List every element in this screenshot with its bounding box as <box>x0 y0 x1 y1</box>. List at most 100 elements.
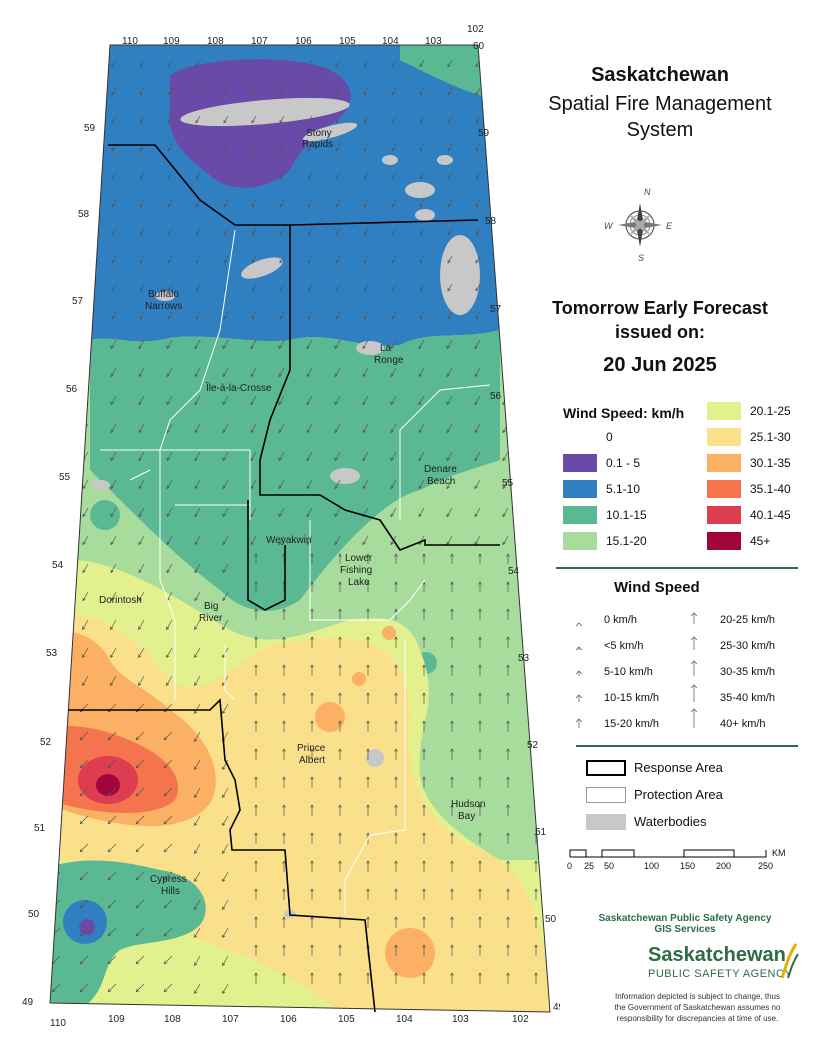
wind-arrow <box>447 255 453 264</box>
wind-arrow <box>474 451 481 462</box>
wind-arrow <box>139 115 145 124</box>
wind-arrow <box>310 748 314 760</box>
wind-arrow <box>254 664 258 676</box>
wind-arrow <box>335 143 341 152</box>
wind-arrow <box>54 535 61 546</box>
wind-arrow <box>531 171 537 180</box>
wind-arrow <box>474 395 481 406</box>
wind-arrow <box>418 367 425 378</box>
wind-arrow <box>475 87 481 96</box>
wind-arrow <box>194 619 201 631</box>
wind-arrow <box>138 535 145 546</box>
wind-arrow <box>391 311 397 320</box>
wind-arrow <box>394 972 398 984</box>
wind-arrow <box>391 283 397 292</box>
wind-arrow <box>251 87 257 96</box>
wind-arrow <box>422 636 426 648</box>
wind-arrow <box>254 860 258 872</box>
wind-arrow <box>250 423 257 434</box>
protection-boundary <box>129 469 151 481</box>
wind-arrow <box>390 423 397 434</box>
response-area-label: Response Area <box>634 760 723 775</box>
wind-arrow <box>111 59 117 68</box>
wind-arrow <box>506 664 510 676</box>
wind-arrow <box>502 535 509 546</box>
wind-arrow-field <box>51 59 538 995</box>
wind-arrow <box>338 748 342 760</box>
wind-arrow <box>450 720 454 732</box>
wind-arrow <box>338 804 342 816</box>
protection-boundary <box>344 640 406 915</box>
wind-arrow <box>83 227 89 236</box>
wind-arrow <box>310 804 314 816</box>
wind-arrow <box>391 199 397 208</box>
protection-boundary <box>399 384 491 520</box>
wind-arrow <box>450 776 454 788</box>
wind-arrow <box>111 171 117 180</box>
label-lower-fishing-3: Lake <box>348 577 370 588</box>
wind-arrow <box>391 171 397 180</box>
wind-arrow <box>418 395 425 406</box>
wind-arrow <box>222 983 229 995</box>
wind-arrow <box>534 860 538 872</box>
label-denare-1: Denare <box>424 464 457 475</box>
wind-arrow <box>254 692 258 704</box>
wind-arrow <box>478 860 482 872</box>
wind-arrow <box>450 944 454 956</box>
waterbody <box>415 209 435 221</box>
wind-arrow <box>222 899 229 911</box>
wind-arrow <box>506 860 510 872</box>
wind-arrow <box>362 339 369 350</box>
wind-arrow <box>107 955 117 965</box>
wind-arrow <box>338 664 342 676</box>
wind-arrow-label: 15-20 km/h <box>604 718 660 730</box>
wind-arrow <box>478 776 482 788</box>
protection-area-boundaries <box>100 229 491 915</box>
wind-arrow <box>166 675 173 687</box>
wind-arrow <box>530 451 537 462</box>
lon-label-bottom: 103 <box>452 1014 469 1025</box>
wind-arrow <box>478 664 482 676</box>
wind-arrow <box>110 395 117 406</box>
wind-arrow <box>82 367 89 378</box>
wind-arrow <box>307 59 313 68</box>
wind-arrow <box>163 899 173 909</box>
protection-boundary <box>159 229 236 451</box>
wind-arrow <box>307 227 313 236</box>
wind-arrow <box>79 787 89 797</box>
wind-arrow <box>419 171 425 180</box>
zone-c1 <box>79 919 95 935</box>
lon-label-bottom: 108 <box>164 1014 181 1025</box>
wind-arrow <box>135 955 145 965</box>
zone-c3 <box>50 860 206 1010</box>
waterbody <box>437 155 453 165</box>
wind-arrow <box>194 983 201 995</box>
wind-arrow <box>194 955 201 967</box>
wind-arrow <box>478 581 482 592</box>
wind-arrow <box>419 255 425 264</box>
wind-arrow <box>222 395 229 406</box>
wind-arrow <box>110 535 117 546</box>
wind-arrow <box>478 720 482 732</box>
wind-arrow <box>194 675 201 687</box>
wind-arrow <box>222 927 229 939</box>
wind-arrow <box>422 972 426 984</box>
scale-bar <box>569 849 767 858</box>
wind-arrow <box>530 479 537 490</box>
wind-arrow <box>366 916 370 928</box>
wind-arrow <box>254 553 258 564</box>
wind-arrow <box>51 703 61 713</box>
wind-arrow <box>474 367 481 378</box>
wind-arrow <box>310 608 314 620</box>
wind-arrow <box>446 479 453 490</box>
wind-arrow <box>250 339 257 350</box>
wind-arrow <box>474 339 481 350</box>
wind-arrow <box>366 553 370 564</box>
wind-arrow <box>83 171 89 180</box>
wind-arrow <box>338 720 342 732</box>
wind-arrow <box>363 143 369 152</box>
lat-label-left: 49 <box>22 997 34 1008</box>
wind-arrow <box>194 927 201 939</box>
lat-label-right: 50 <box>545 914 557 925</box>
wind-arrow <box>447 311 453 320</box>
